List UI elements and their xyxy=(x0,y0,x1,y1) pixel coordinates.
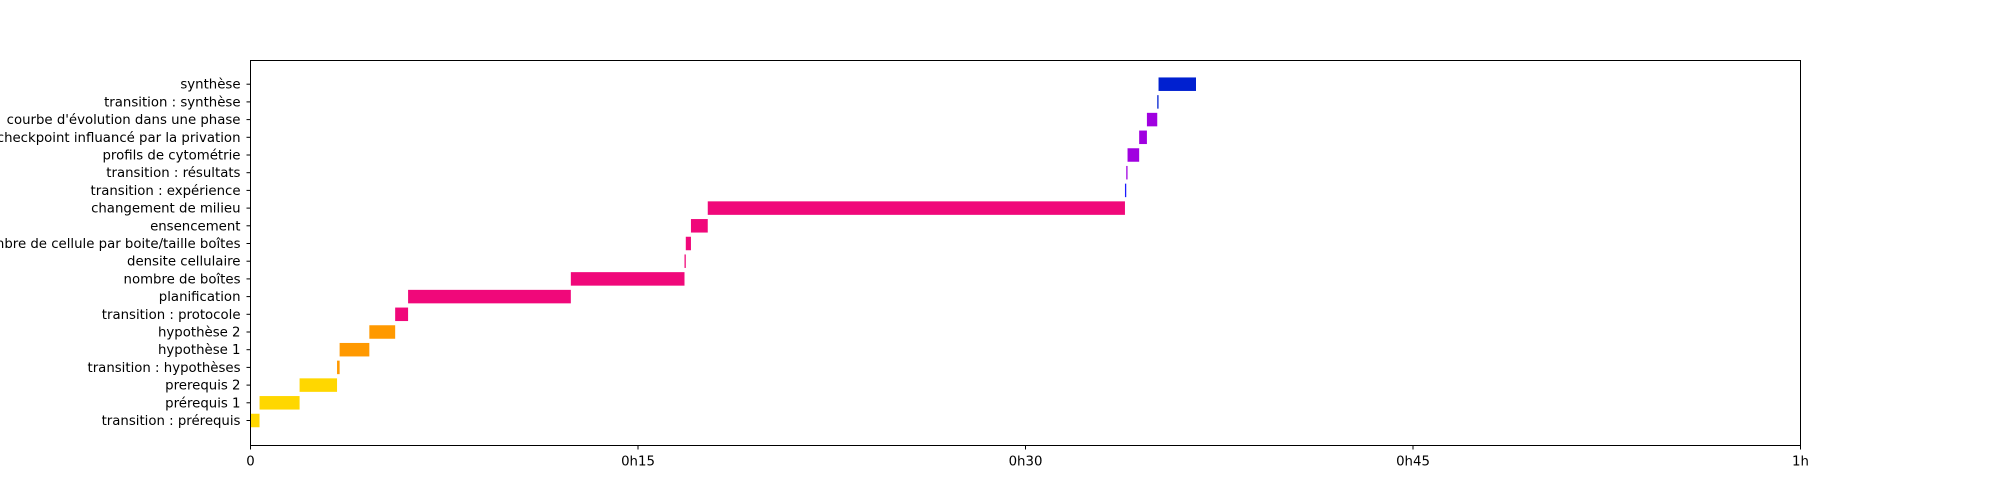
y-tick-label: transition : résultats xyxy=(106,165,240,181)
task-bar xyxy=(685,236,691,251)
y-tick-label: profils de cytométrie xyxy=(102,148,240,164)
task-bar xyxy=(1126,165,1128,180)
task-bar xyxy=(707,201,1125,215)
task-bar xyxy=(1139,130,1147,145)
x-tick-label: 1h xyxy=(1792,455,1809,470)
task-bar xyxy=(259,396,300,410)
y-tick-label: prerequis 2 xyxy=(165,379,240,394)
task-bar xyxy=(339,342,370,357)
x-tick-label: 0h45 xyxy=(1396,455,1430,470)
y-tick-label: planification xyxy=(159,290,241,305)
task-bar xyxy=(684,254,686,268)
y-tick-label: transition : protocole xyxy=(102,308,241,323)
y-tick-label: synthèse xyxy=(180,77,240,93)
y-tick-label: nombre de boîtes xyxy=(124,271,241,287)
task-bar xyxy=(1124,183,1127,198)
task-bar xyxy=(1158,77,1196,91)
task-bar xyxy=(299,378,338,392)
task-bar xyxy=(690,219,708,233)
y-tick-label: transition : synthèse xyxy=(104,94,240,110)
y-tick-label: hypothèse 1 xyxy=(158,342,241,358)
x-tick-label: 0h30 xyxy=(1009,455,1043,470)
task-bar xyxy=(250,413,260,428)
task-bar xyxy=(337,360,340,375)
y-tick-label: changement de milieu xyxy=(91,202,240,217)
y-tick-label: transition : hypothèses xyxy=(87,360,240,376)
task-bar xyxy=(570,272,685,286)
bars-layer xyxy=(250,77,1196,428)
y-axis: transition : prérequis prérequis 1prerequ… xyxy=(0,77,251,429)
y-tick-label: checkpoint influancé par la privation xyxy=(0,130,241,146)
x-tick-label: 0 xyxy=(246,455,254,470)
task-bar xyxy=(1157,95,1159,109)
task-bar xyxy=(408,289,571,304)
x-tick-label: 0h15 xyxy=(621,455,655,470)
y-tick-label: densite cellulaire xyxy=(127,255,241,270)
task-bar xyxy=(395,307,409,322)
task-bar xyxy=(369,325,396,339)
task-bar xyxy=(1127,148,1140,162)
y-tick-label: nombre de cellule par boite/taille boîte… xyxy=(0,236,241,252)
y-tick-label: ensencement xyxy=(150,219,240,234)
task-bar xyxy=(1146,112,1158,127)
y-tick-label: prérequis 1 xyxy=(165,395,240,411)
plot-frame xyxy=(250,60,1801,446)
y-tick-label: courbe d'évolution dans une phase xyxy=(7,112,241,128)
y-tick-label: transition : prérequis xyxy=(102,413,241,429)
y-tick-label: transition : expérience xyxy=(91,183,241,199)
y-tick-label: hypothèse 2 xyxy=(158,325,241,341)
x-axis: 0 0h15 0h30 0h45 1h xyxy=(246,445,1809,470)
